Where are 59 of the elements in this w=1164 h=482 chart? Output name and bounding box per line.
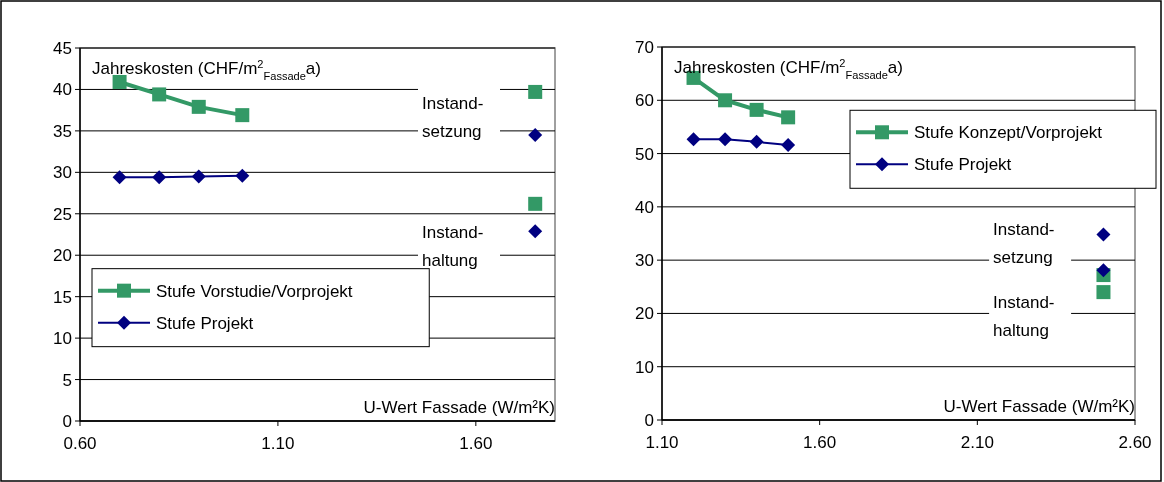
point — [112, 170, 127, 185]
point — [1096, 285, 1111, 300]
point — [528, 84, 543, 99]
point — [528, 128, 543, 143]
y-tick-label: 20 — [635, 304, 654, 324]
point — [528, 196, 543, 211]
y-tick-label: 50 — [635, 144, 654, 164]
annotation: Instand- haltung — [422, 222, 484, 270]
y-axis-title: Jahreskosten (CHF/m$^{2}$$_{Fassade}$a) — [92, 58, 321, 82]
x-tick-label: 1.10 — [645, 433, 679, 452]
y-tick-label: 5 — [62, 370, 72, 390]
x-tick-label: 1.60 — [459, 434, 493, 453]
point — [686, 132, 701, 147]
point — [112, 74, 127, 89]
annotation: Instand- haltung — [993, 292, 1055, 340]
x-axis-title: U-Wert Fassade (W/m²K) — [943, 397, 1135, 416]
y-tick-label: 70 — [635, 38, 654, 57]
y-tick-label: 45 — [53, 39, 72, 58]
x-tick-label: 2.60 — [1118, 433, 1152, 452]
point — [1096, 227, 1111, 242]
y-tick-label: 20 — [53, 246, 72, 266]
x-tick-label: 1.10 — [261, 434, 295, 453]
y-tick-label: 10 — [635, 357, 654, 377]
y-tick-label: 30 — [635, 251, 654, 271]
legend-label: Stufe Konzept/Vorprojekt — [914, 123, 1103, 143]
legend-label: Stufe Vorstudie/Vorprojekt — [156, 281, 353, 301]
y-tick-label: 40 — [53, 80, 72, 100]
point — [152, 170, 167, 185]
annotation: Instand- setzung — [993, 219, 1055, 267]
y-tick-label: 25 — [53, 204, 72, 224]
y-tick-label: 60 — [635, 91, 654, 111]
point — [781, 110, 796, 125]
x-tick-label: 1.60 — [803, 433, 837, 452]
point — [191, 169, 206, 184]
y-tick-label: 40 — [635, 197, 654, 217]
x-axis-title: U-Wert Fassade (W/m²K) — [363, 398, 555, 417]
y-axis-title: Jahreskosten (CHF/m$^{2}$$_{Fassade}$a) — [674, 57, 903, 81]
point — [718, 93, 733, 108]
x-tick-label: 0.60 — [63, 434, 97, 453]
point — [749, 134, 764, 149]
y-tick-label: 0 — [644, 411, 654, 430]
y-tick-label: 30 — [53, 163, 72, 183]
point — [235, 168, 250, 183]
point — [152, 87, 167, 102]
annotation: Instand- setzung — [422, 94, 484, 142]
legend-label: Stufe Projekt — [156, 313, 254, 333]
y-tick-label: 15 — [53, 287, 72, 307]
point — [1096, 263, 1111, 278]
point — [718, 132, 733, 147]
y-tick-label: 0 — [62, 412, 72, 431]
point — [781, 138, 796, 153]
y-tick-label: 10 — [53, 329, 72, 349]
y-tick-label: 35 — [53, 121, 72, 141]
point — [749, 102, 764, 117]
x-tick-label: 2.10 — [960, 433, 994, 452]
point — [191, 99, 206, 114]
point — [528, 224, 543, 239]
legend-label: Stufe Projekt — [914, 155, 1012, 175]
point — [235, 108, 250, 123]
